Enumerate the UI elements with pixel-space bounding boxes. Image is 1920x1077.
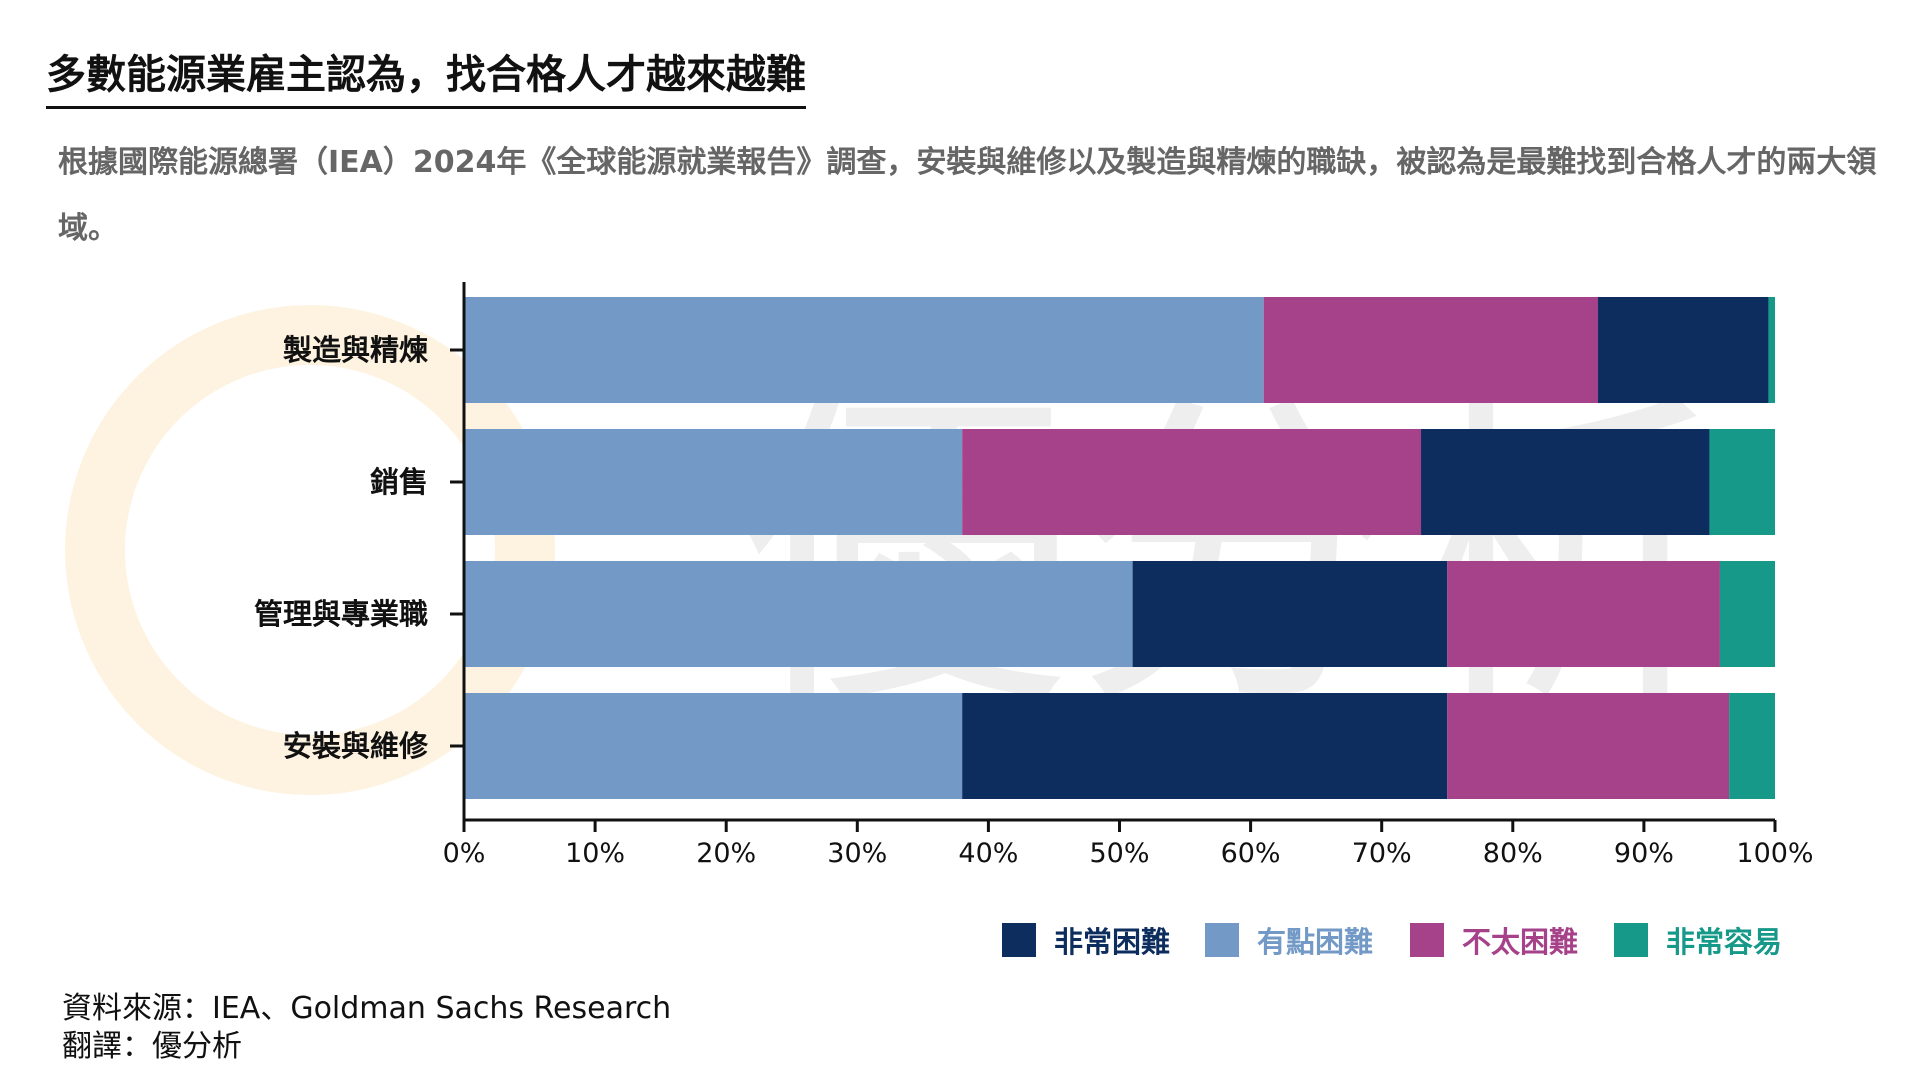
x-ticks: 0% 10% 20% 30% 40% 50% 60% 70% 80% 90% 100% <box>443 820 1814 869</box>
x-tick-label: 60% <box>1221 838 1281 869</box>
page-subtitle: 根據國際能源總署（IEA）2024年《全球能源就業報告》調查，安裝與維修以及製造… <box>58 145 1877 246</box>
legend-item: 非常困難 <box>1002 920 1170 960</box>
bar-segment <box>1132 561 1448 667</box>
bar-segment <box>464 429 963 535</box>
legend-label: 非常容易 <box>1666 925 1783 959</box>
legend-label: 非常困難 <box>1054 925 1171 959</box>
bars-group <box>464 297 1775 799</box>
x-tick-label: 10% <box>565 838 625 869</box>
category-label: 管理與專業職 <box>254 597 428 631</box>
bar-segment <box>1598 297 1769 403</box>
translation-credit: 翻譯：優分析 <box>62 1029 242 1064</box>
bar-segment <box>962 429 1422 535</box>
chart-legend: 非常困難 有點困難 不太困難 非常容易 <box>0 920 1920 980</box>
bar-segment <box>1719 561 1775 667</box>
legend-item: 不太困難 <box>1410 920 1578 960</box>
x-tick-label: 90% <box>1614 838 1674 869</box>
category-label: 安裝與維修 <box>283 729 429 763</box>
legend-swatch <box>1002 923 1036 957</box>
source-text: 資料來源：IEA、Goldman Sachs Research <box>62 991 672 1026</box>
x-tick-label: 100% <box>1736 838 1813 869</box>
bar-segment <box>1709 429 1775 535</box>
category-label: 銷售 <box>370 465 428 499</box>
bar-segment <box>1768 297 1775 403</box>
page-title: 多數能源業雇主認為，找合格人才越來越難 <box>46 42 806 109</box>
bar-segment <box>464 561 1133 667</box>
x-tick-label: 30% <box>827 838 887 869</box>
legend-swatch <box>1614 923 1648 957</box>
x-tick-label: 70% <box>1352 838 1412 869</box>
bar-segment <box>464 297 1264 403</box>
legend-label: 有點困難 <box>1257 925 1374 959</box>
x-tick-label: 20% <box>696 838 756 869</box>
category-label: 製造與精煉 <box>283 333 428 367</box>
bar-segment <box>1447 693 1730 799</box>
bar-segment <box>1729 693 1775 799</box>
bar-segment <box>1447 561 1720 667</box>
legend-item: 非常容易 <box>1614 920 1782 960</box>
x-tick-label: 80% <box>1483 838 1543 869</box>
legend-swatch <box>1410 923 1444 957</box>
bar-segment <box>1421 429 1710 535</box>
bar-segment <box>1263 297 1599 403</box>
source-note: 資料來源：IEA、Goldman Sachs Research 翻譯：優分析 <box>62 990 671 1066</box>
bar-segment <box>962 693 1448 799</box>
x-tick-label: 50% <box>1089 838 1149 869</box>
bar-segment <box>464 693 963 799</box>
legend-label: 不太困難 <box>1462 925 1579 959</box>
x-tick-label: 0% <box>443 838 486 869</box>
x-tick-label: 40% <box>958 838 1018 869</box>
legend-swatch <box>1205 923 1239 957</box>
legend-item: 有點困難 <box>1205 920 1373 960</box>
